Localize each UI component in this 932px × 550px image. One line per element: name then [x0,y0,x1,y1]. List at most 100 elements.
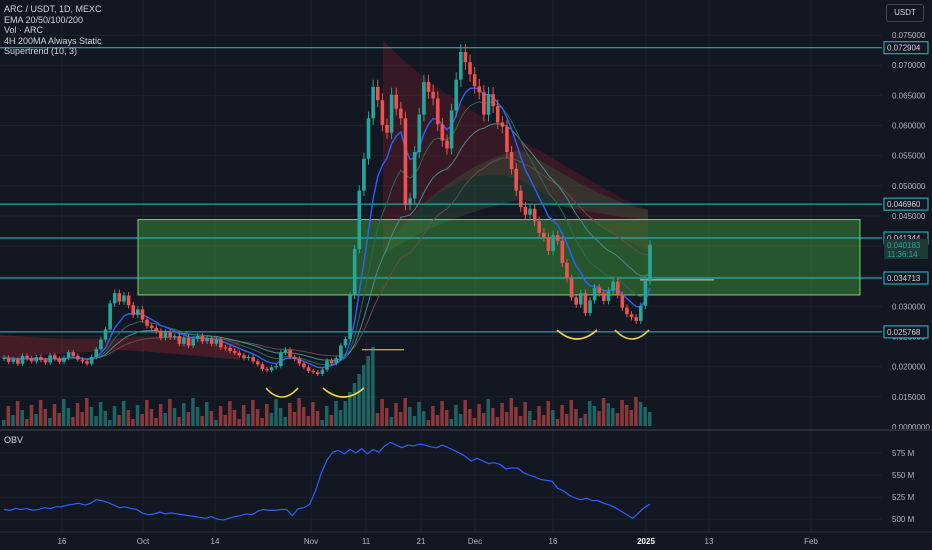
candle-body [620,294,625,308]
candle-body [163,332,168,338]
volume-bar [158,404,163,426]
volume-bar [481,413,486,426]
candle-body [514,168,518,191]
candle-body [80,359,85,362]
volume-bar [195,407,200,426]
legend-supertrend[interactable]: Supertrend (10, 3) [4,46,78,56]
volume-bar [34,414,38,426]
volume-bar [288,403,292,426]
candle-body [297,358,302,364]
candle-body [246,357,251,359]
volume-bar [325,406,329,426]
candle-body [463,51,468,63]
candle-body [371,86,375,119]
time-tick-label: 21 [417,537,426,546]
volume-bar [338,410,343,426]
volume-bar [574,409,578,426]
candle-body [57,358,62,362]
pattern-annotation [556,329,598,340]
volume-bar [491,408,495,426]
time-tick-label: 13 [705,537,714,546]
candle-body [62,357,66,362]
candle-body [445,140,449,149]
volume-bar [384,408,389,426]
candle-body [89,357,94,364]
candle-body [48,355,52,363]
candle-body [283,349,288,353]
price-tick-label: 0.045000 [892,212,926,221]
volume-bar [172,408,177,426]
volume-bar [371,347,375,426]
volume-bar [57,413,61,426]
volume-bar [555,419,560,426]
candle-body [302,363,306,368]
volume-bar [380,399,384,426]
volume-bar [629,410,634,426]
candle-body [648,244,652,282]
candle-body [468,62,472,75]
currency-button[interactable]: USDT [886,4,924,22]
volume-bar [315,411,320,426]
candle-body [145,319,149,326]
volume-bar [301,407,306,426]
candle-body [265,369,269,371]
candle-body [532,208,537,222]
candle-body [274,366,279,368]
candle-body [334,358,339,364]
volume-bar [495,417,500,426]
candle-body [325,360,329,370]
candle-body [643,281,648,306]
volume-bar [588,401,592,426]
volume-bar [458,414,463,426]
volume-bar [241,405,246,426]
candle-body [611,281,615,291]
volume-bar [121,401,126,426]
candle-body [11,359,16,362]
volume-bar [232,410,237,426]
volume-bar [560,405,564,426]
candle-body [269,367,274,371]
candle-body [625,307,629,315]
time-tick-label: 16 [549,537,558,546]
price-tick-label: 0.070000 [892,61,926,70]
candle-body [408,198,412,206]
candle-body [232,351,237,353]
candle-body [200,335,205,342]
legend-ema[interactable]: EMA 20/50/100/200 [4,14,84,25]
volume-bar [648,412,652,426]
obv-legend-label[interactable]: OBV [4,435,24,445]
volume-bar [611,408,615,426]
candle-body [172,335,177,338]
volume-bar [200,416,204,426]
candle-body [638,305,643,321]
candle-body [477,86,482,93]
volume-bar [25,419,29,426]
time-tick-label: Nov [304,537,318,546]
legend-4h-ma[interactable]: 4H 200MA Always Static [4,35,102,46]
candle-body [112,293,117,304]
time-tick-label: 11 [362,537,371,546]
candle-body [255,361,260,365]
candle-body [94,349,99,358]
volume-bar [15,401,20,426]
volume-bar [551,410,555,426]
current-price-label: 0.040183 [887,241,921,250]
candle-body [352,249,357,296]
candle-body [196,335,200,339]
price-level-label: 0.041344 [887,234,921,243]
volume-bar [149,409,154,426]
volume-bar [620,400,624,426]
candle-body [459,51,463,80]
candle-body [592,287,597,301]
candle-body [140,309,145,320]
volume-bar [228,401,232,426]
candle-body [403,118,408,206]
volume-bar [131,419,135,426]
price-tick-label: 0.050000 [892,182,926,191]
volume-bar [334,401,338,426]
legend-symbol[interactable]: ARC / USDT, 1D, MEXC [4,4,102,14]
legend-volume[interactable]: Vol · ARC [4,25,44,35]
candle-body [574,297,578,305]
demand-zone [137,219,861,296]
